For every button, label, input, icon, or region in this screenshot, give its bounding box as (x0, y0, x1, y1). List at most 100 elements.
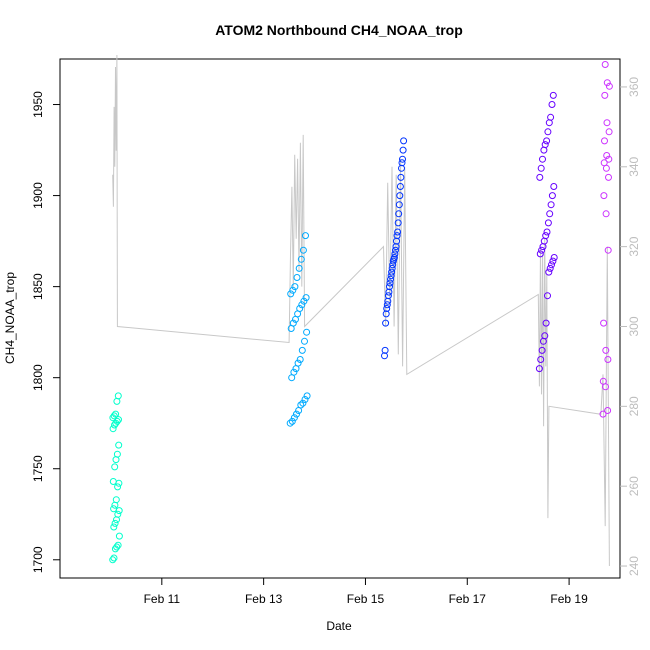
data-point (114, 392, 122, 400)
data-point (396, 183, 404, 190)
data-point (599, 410, 607, 418)
data-point (602, 346, 610, 354)
data-point (113, 417, 121, 425)
data-point (605, 155, 613, 163)
y-axis-label: CH4_NOAA_trop (3, 272, 17, 364)
data-point (549, 91, 557, 99)
data-point (115, 532, 123, 540)
y-axis-left: 1700 1750 1800 1850 1900 1950 (31, 91, 60, 573)
data-point (293, 274, 301, 281)
data-point (547, 201, 555, 209)
y-tick-label: 1750 (31, 455, 45, 482)
data-point (115, 507, 123, 515)
y2-tick-label: 300 (627, 316, 641, 336)
data-point (300, 297, 308, 305)
data-point (398, 159, 406, 167)
data-point (113, 543, 121, 551)
data-point (545, 268, 553, 276)
data-point (299, 246, 307, 254)
scatter-points (109, 61, 613, 564)
y-tick-label: 1800 (31, 364, 45, 391)
data-point (550, 254, 558, 261)
data-point (291, 283, 299, 291)
data-point (109, 478, 117, 485)
plot-frame (59, 58, 621, 579)
data-point (295, 264, 303, 272)
data-point (604, 356, 612, 363)
data-point (297, 255, 305, 263)
data-point (541, 332, 549, 340)
data-point (538, 346, 546, 354)
data-point (393, 232, 401, 240)
data-point (549, 257, 557, 265)
data-point (301, 396, 309, 403)
data-point (388, 264, 396, 272)
data-point (114, 510, 122, 518)
line-series (112, 54, 610, 567)
data-point (537, 356, 545, 363)
data-point (111, 519, 119, 527)
data-point (112, 410, 120, 418)
series-line (112, 54, 610, 567)
data-point (396, 192, 404, 200)
data-point (603, 119, 611, 127)
data-point (605, 82, 613, 90)
data-point (381, 346, 389, 354)
data-point (536, 250, 544, 258)
data-point (548, 261, 555, 269)
y2-tick-label: 340 (627, 156, 641, 176)
data-point (289, 286, 297, 294)
data-point (397, 173, 405, 181)
data-point (395, 201, 403, 209)
data-point (536, 173, 544, 181)
y2-tick-label: 320 (627, 236, 641, 256)
data-point (399, 155, 406, 163)
data-point (287, 290, 295, 298)
data-point (603, 79, 611, 87)
data-point (388, 268, 396, 276)
data-point (538, 246, 546, 254)
data-point (541, 141, 549, 149)
x-tick-label: Feb 15 (347, 592, 385, 606)
data-point (547, 113, 555, 121)
data-point (109, 556, 117, 564)
data-point (394, 219, 402, 227)
data-point (302, 294, 310, 302)
data-point (603, 152, 611, 159)
data-point (537, 164, 545, 172)
data-point (290, 414, 298, 422)
data-point (301, 337, 308, 345)
data-point (110, 412, 118, 420)
y-axis-right: 240 260 280 300 320 340 360 (620, 77, 641, 576)
data-point (400, 137, 408, 145)
data-point (391, 250, 399, 258)
data-point (548, 101, 556, 108)
data-point (392, 246, 399, 254)
data-point (114, 483, 122, 491)
chart-title: ATOM2 Northbound CH4_NOAA_trop (215, 22, 463, 38)
y-tick-label: 1900 (31, 182, 45, 209)
data-point (288, 417, 296, 425)
data-point (601, 91, 609, 99)
x-tick-label: Feb 17 (449, 592, 487, 606)
data-point (548, 192, 556, 200)
data-point (293, 410, 300, 418)
y2-tick-label: 240 (627, 556, 641, 576)
y-tick-label: 1850 (31, 273, 45, 300)
data-point (604, 246, 612, 254)
data-point (115, 441, 123, 449)
data-point (298, 301, 306, 309)
y2-tick-label: 360 (627, 77, 641, 97)
data-point (383, 301, 391, 309)
data-point (113, 450, 121, 458)
data-point (399, 146, 407, 154)
y-tick-label: 1700 (31, 546, 45, 573)
data-point (544, 292, 551, 300)
data-point (600, 192, 608, 200)
data-point (289, 319, 297, 327)
data-point (604, 407, 612, 414)
x-tick-label: Feb 11 (144, 592, 181, 606)
data-point (600, 319, 608, 327)
data-point (601, 61, 609, 68)
